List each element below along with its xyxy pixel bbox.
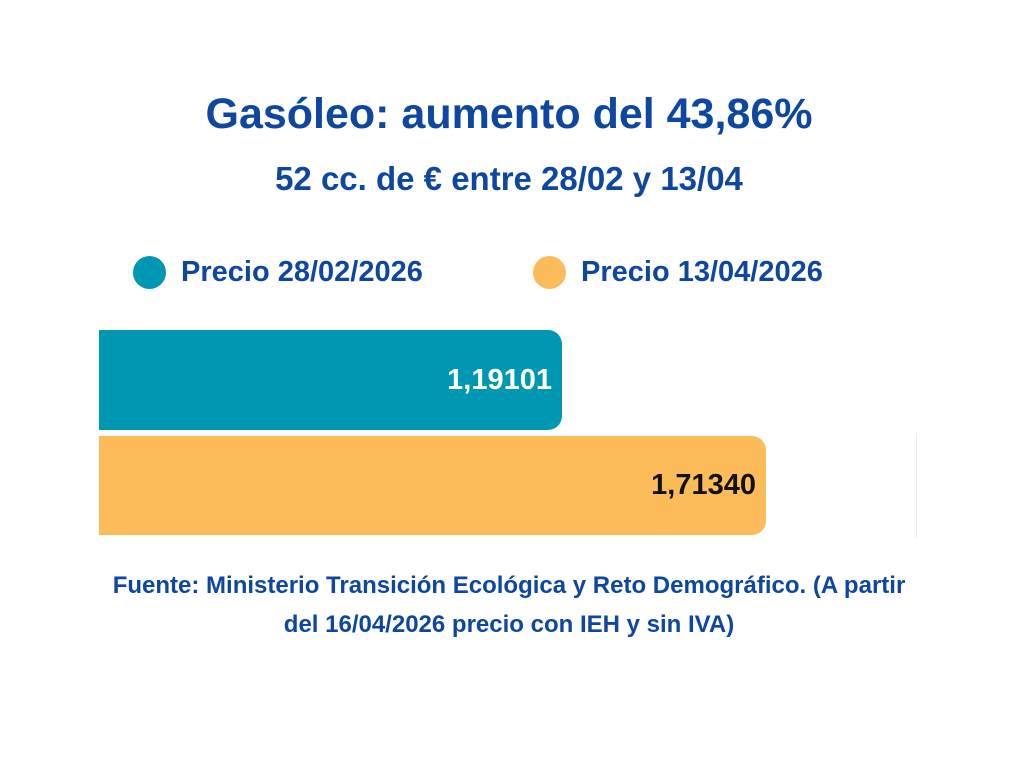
bar-precio-13-04-2026: 1,71340	[99, 436, 766, 535]
legend-label: Precio 13/04/2026	[581, 255, 823, 288]
legend-item-precio-28-02-2026: Precio 28/02/2026	[133, 254, 423, 290]
bar-value-label: 1,19101	[447, 363, 552, 396]
bar-precio-28-02-2026: 1,19101	[99, 330, 562, 430]
circle-dot-icon	[133, 255, 166, 289]
circle-dot-icon	[533, 255, 566, 289]
source-note: Fuente: Ministerio Transición Ecológica …	[112, 572, 906, 638]
legend-item-precio-13-04-2026: Precio 13/04/2026	[533, 254, 823, 290]
bar-value-label: 1,71340	[651, 469, 756, 501]
chart-legend: Precio 28/02/2026 Precio 13/04/2026	[0, 254, 1018, 290]
chart-subtitle: 52 cc. de € entre 28/02 y 13/04	[275, 160, 743, 197]
legend-label: Precio 28/02/2026	[181, 255, 423, 288]
chart-title: Gasóleo: aumento del 43,86%	[205, 90, 813, 138]
axis-gridline	[916, 433, 917, 538]
